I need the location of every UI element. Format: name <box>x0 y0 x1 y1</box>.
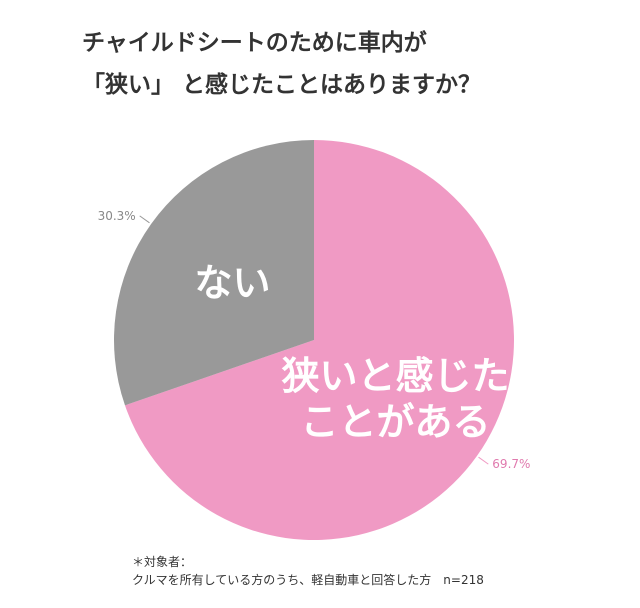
pie-slice <box>124 140 514 541</box>
leader-line <box>139 215 150 224</box>
value-label: 30.3% <box>98 209 136 223</box>
leader-line <box>478 456 489 465</box>
slice-label: ない <box>195 261 271 305</box>
chart-title: チャイルドシートのために車内が <box>82 29 427 56</box>
note: クルマを所有している方のうち、軽自動車と回答した方 n=218 <box>132 572 484 587</box>
pie-slice <box>113 140 314 406</box>
note: ＊対象者： <box>132 555 192 569</box>
slice-label: ことがある <box>300 400 490 444</box>
chart-title: 「狭い」 と感じたことはありますか？ <box>82 71 481 98</box>
slice-label: 狭いと感じた <box>281 354 509 398</box>
value-label: 69.7% <box>492 457 530 471</box>
